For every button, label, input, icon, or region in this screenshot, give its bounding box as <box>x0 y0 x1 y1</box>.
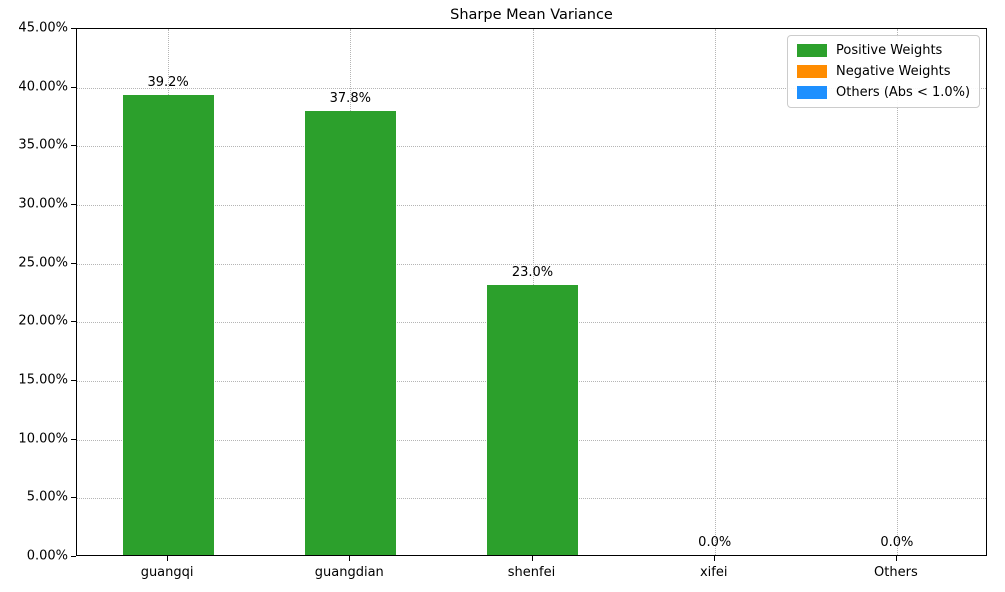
x-axis-tick-label-guangqi: guangqi <box>140 565 194 580</box>
y-axis-tick-label: 20.00% <box>18 313 68 329</box>
legend-swatch-positive <box>797 44 827 57</box>
bar-value-label: 39.2% <box>147 75 189 91</box>
plot-area: 39.2% 37.8% 23.0% 0.0% 0.0% <box>76 28 987 556</box>
y-axis-tick-label: 45.00% <box>18 20 68 36</box>
x-axis-tick-mark <box>531 556 533 561</box>
y-axis-tick-mark <box>71 438 76 440</box>
legend-label: Negative Weights <box>836 64 951 79</box>
legend-swatch-others <box>797 86 827 99</box>
legend-entry: Others (Abs < 1.0%) <box>797 85 970 100</box>
y-axis-tick-label: 40.00% <box>18 79 68 95</box>
bar-value-label: 37.8% <box>329 91 371 107</box>
y-axis-tick-label: 10.00% <box>18 431 68 447</box>
y-axis-tick-mark <box>71 556 76 557</box>
bar-guangqi <box>122 95 214 555</box>
y-axis-tick-label: 0.00% <box>26 548 68 564</box>
x-axis-tick-label-guangdian: guangdian <box>314 565 384 580</box>
y-axis-tick-mark <box>71 497 76 499</box>
bar-value-label: 0.0% <box>880 535 914 550</box>
y-axis-tick-label: 5.00% <box>26 489 68 505</box>
x-axis-tick-mark <box>713 556 715 561</box>
x-axis-tick-mark <box>349 556 351 561</box>
y-axis-tick-mark <box>71 321 76 323</box>
chart-legend: Positive Weights Negative Weights Others (… <box>787 35 981 108</box>
bar-shenfei <box>487 285 578 555</box>
y-axis-tick-label: 15.00% <box>18 372 68 388</box>
gridline-horizontal <box>77 263 986 265</box>
y-axis-tick-mark <box>71 145 76 147</box>
gridline-vertical <box>896 29 898 555</box>
gridline-horizontal <box>77 146 986 148</box>
legend-entry: Negative Weights <box>797 64 970 79</box>
x-axis-tick-label-Others: Others <box>874 565 918 580</box>
y-axis-tick-mark <box>71 380 76 381</box>
y-axis-tick-label: 35.00% <box>18 137 68 153</box>
chart-title: Sharpe Mean Variance <box>450 7 613 23</box>
y-axis-tick-mark <box>71 28 76 29</box>
legend-swatch-negative <box>797 65 827 78</box>
legend-label: Others (Abs < 1.0%) <box>836 85 971 100</box>
x-axis-tick-mark <box>167 556 169 561</box>
legend-entry: Positive Weights <box>797 43 970 58</box>
y-axis-tick-mark <box>71 204 76 205</box>
bar-value-label: 23.0% <box>511 265 554 281</box>
x-axis-tick-mark <box>895 556 897 561</box>
y-axis-tick-label: 25.00% <box>18 255 68 271</box>
x-axis-tick-label-shenfei: shenfei <box>507 565 556 580</box>
bar-guangdian <box>304 111 396 555</box>
x-axis-tick-label-xifei: xifei <box>699 565 728 580</box>
gridline-vertical <box>714 29 716 555</box>
y-axis-tick-mark <box>71 262 76 264</box>
gridline-horizontal <box>77 87 986 89</box>
y-axis-tick-label: 30.00% <box>18 196 68 212</box>
gridline-horizontal <box>77 205 986 206</box>
legend-label: Positive Weights <box>836 43 943 58</box>
bar-value-label: 0.0% <box>698 535 732 550</box>
y-axis-tick-mark <box>71 86 76 88</box>
